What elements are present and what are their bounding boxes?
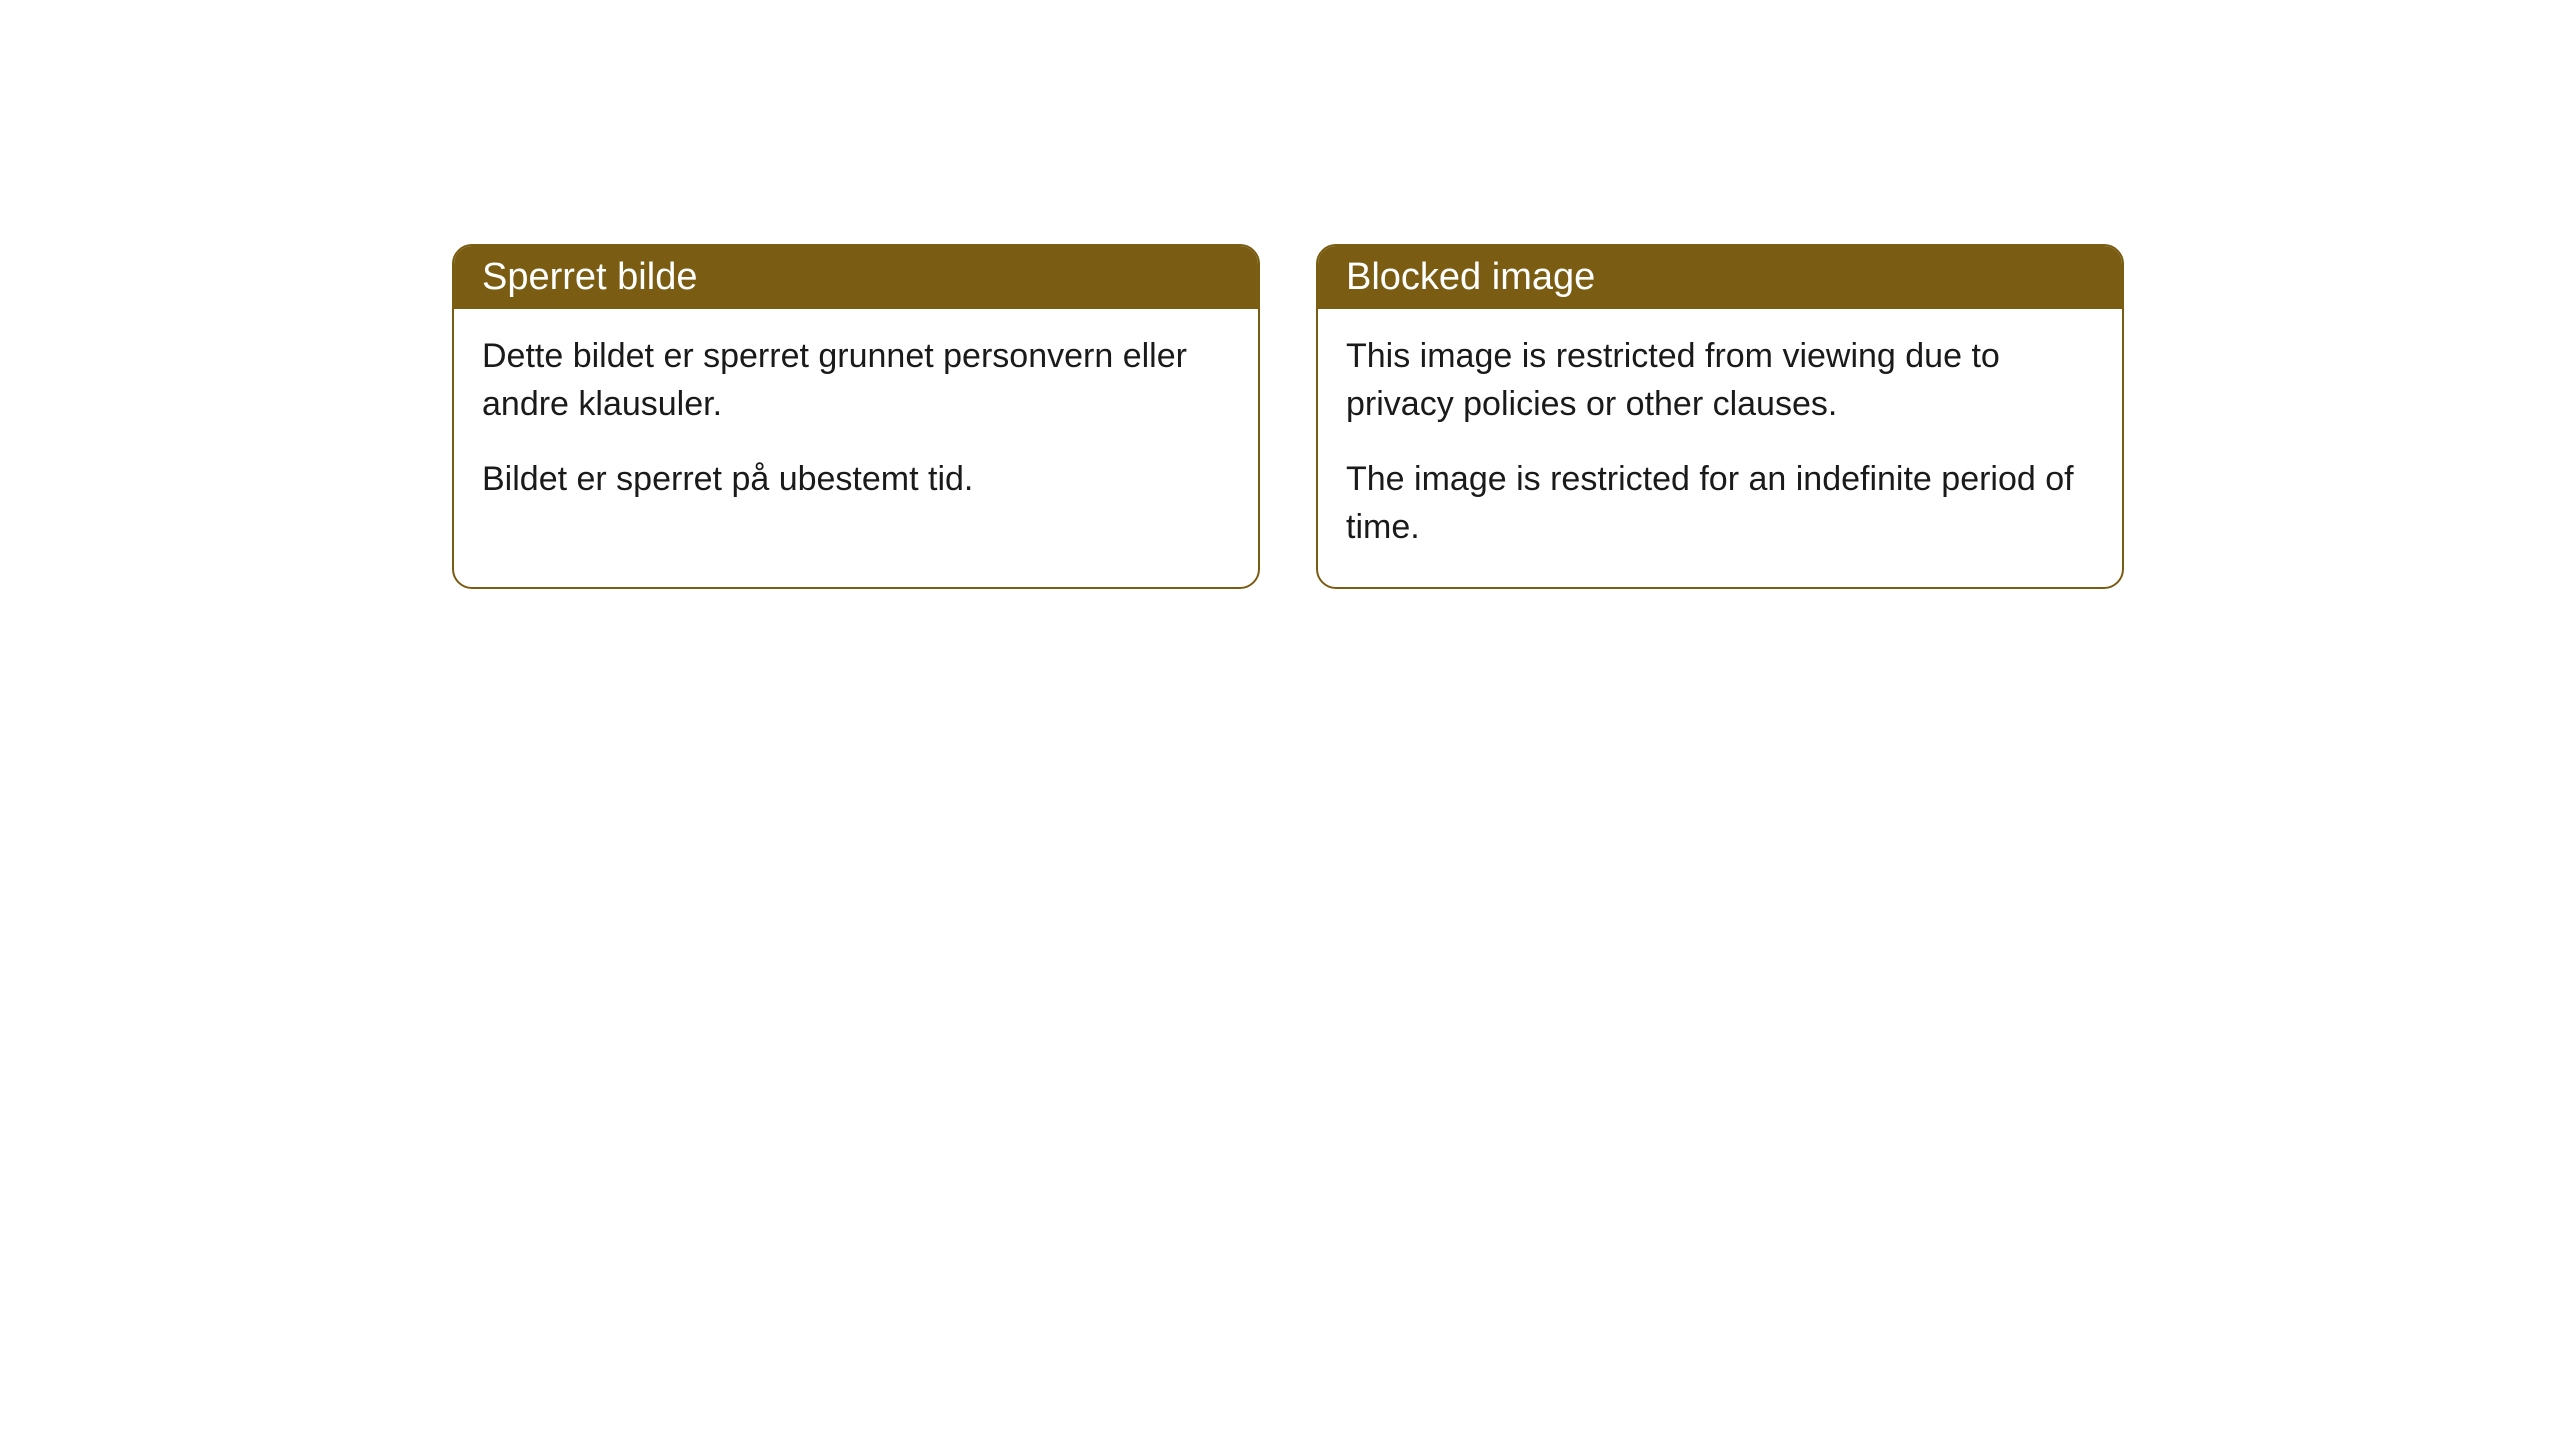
card-paragraph-2: The image is restricted for an indefinit… xyxy=(1346,456,2094,551)
card-body-english: This image is restricted from viewing du… xyxy=(1318,309,2122,587)
blocked-image-card-english: Blocked image This image is restricted f… xyxy=(1316,244,2124,589)
card-header-norwegian: Sperret bilde xyxy=(454,246,1258,309)
card-header-english: Blocked image xyxy=(1318,246,2122,309)
card-body-norwegian: Dette bildet er sperret grunnet personve… xyxy=(454,309,1258,540)
card-paragraph-2: Bildet er sperret på ubestemt tid. xyxy=(482,456,1230,504)
card-paragraph-1: This image is restricted from viewing du… xyxy=(1346,333,2094,428)
card-title: Blocked image xyxy=(1346,256,1595,298)
card-title: Sperret bilde xyxy=(482,256,697,298)
blocked-image-card-norwegian: Sperret bilde Dette bildet er sperret gr… xyxy=(452,244,1260,589)
card-paragraph-1: Dette bildet er sperret grunnet personve… xyxy=(482,333,1230,428)
notice-cards-container: Sperret bilde Dette bildet er sperret gr… xyxy=(452,244,2124,589)
